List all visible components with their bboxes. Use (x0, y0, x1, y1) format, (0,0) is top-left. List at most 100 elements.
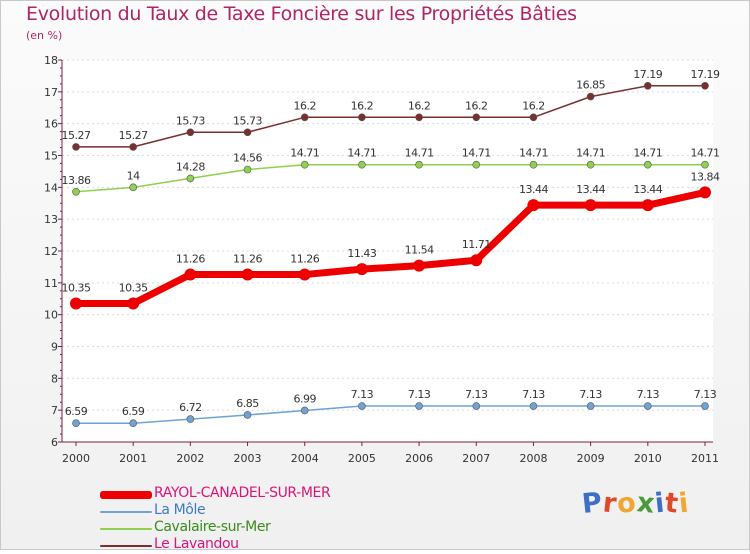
data-label-rayol-canadel-sur-mer: 11.54 (405, 244, 434, 257)
x-tick-label-2005: 2005 (348, 452, 376, 465)
data-point-le-lavandou (186, 128, 195, 137)
data-point-cavalaire-sur-mer (358, 160, 366, 169)
data-point-cavalaire-sur-mer (586, 160, 595, 169)
data-point-cavalaire-sur-mer (243, 165, 252, 174)
series-line-cavalaire-sur-mer (75, 163, 706, 193)
legend-label: Le Lavandou (154, 536, 239, 552)
y-tick-label-13: 13 (44, 213, 58, 226)
data-label-cavalaire-sur-mer: 14.71 (519, 147, 548, 160)
data-label-le-lavandou: 17.19 (633, 68, 662, 81)
data-label-le-lavandou: 15.27 (119, 129, 148, 142)
data-label-cavalaire-sur-mer: 14.71 (576, 147, 605, 160)
data-point-rayol-canadel-sur-mer (127, 297, 140, 310)
data-label-la-m-le: 7.13 (579, 388, 602, 401)
data-label-le-lavandou: 16.2 (465, 99, 488, 112)
x-tick-label-2011: 2011 (691, 452, 719, 465)
series-line-rayol-canadel-sur-mer (72, 188, 709, 308)
data-point-rayol-canadel-sur-mer (641, 199, 654, 212)
data-point-cavalaire-sur-mer (529, 160, 538, 169)
data-point-rayol-canadel-sur-mer (584, 199, 597, 212)
data-label-rayol-canadel-sur-mer: 10.35 (119, 282, 148, 295)
data-point-le-lavandou (129, 143, 137, 151)
data-label-le-lavandou: 16.2 (408, 99, 431, 112)
data-label-rayol-canadel-sur-mer: 13.44 (576, 183, 605, 196)
data-label-le-lavandou: 15.73 (233, 114, 262, 127)
data-point-la-m-le (129, 419, 137, 428)
data-point-cavalaire-sur-mer (129, 183, 137, 192)
data-label-cavalaire-sur-mer: 14.71 (691, 147, 720, 160)
data-point-cavalaire-sur-mer (186, 174, 195, 183)
data-label-le-lavandou: 17.19 (691, 68, 720, 81)
data-point-la-m-le (472, 402, 481, 410)
y-tick-label-15: 15 (44, 150, 58, 163)
legend-label: RAYOL-CANADEL-SUR-MER (154, 485, 331, 501)
data-label-cavalaire-sur-mer: 14.71 (347, 147, 376, 160)
legend-label: La Môle (154, 502, 206, 518)
data-point-la-m-le (701, 402, 709, 410)
data-label-cavalaire-sur-mer: 14.71 (290, 147, 319, 160)
data-point-rayol-canadel-sur-mer (699, 186, 711, 199)
y-tick-label-8: 8 (51, 372, 58, 385)
data-label-rayol-canadel-sur-mer: 10.35 (62, 282, 91, 295)
data-point-la-m-le (358, 402, 366, 410)
data-point-la-m-le (300, 406, 309, 415)
data-point-cavalaire-sur-mer (472, 160, 481, 169)
legend-item: Le Lavandou (100, 536, 420, 554)
x-tick-label-2003: 2003 (234, 452, 262, 465)
x-tick-label-2009: 2009 (577, 452, 605, 465)
data-label-la-m-le: 7.13 (408, 388, 431, 401)
data-label-cavalaire-sur-mer: 13.86 (62, 174, 91, 187)
data-point-la-m-le (243, 411, 252, 419)
brand-letter: i (677, 487, 692, 520)
chart-subtitle: (en %) (26, 29, 63, 42)
data-point-le-lavandou (72, 143, 80, 151)
y-tick-label-14: 14 (44, 181, 58, 194)
data-point-cavalaire-sur-mer (300, 160, 309, 169)
x-tick-label-2010: 2010 (634, 452, 662, 465)
legend-swatch (100, 528, 152, 530)
chart-legend: RAYOL-CANADEL-SUR-MER La Môle Cavalaire-su… (100, 485, 420, 554)
data-label-le-lavandou: 15.27 (62, 129, 91, 142)
y-tick-label-10: 10 (44, 309, 58, 322)
series-line-le-lavandou (75, 85, 706, 148)
data-label-la-m-le: 7.13 (351, 388, 374, 401)
data-point-la-m-le (586, 402, 595, 410)
data-point-le-lavandou (358, 113, 366, 122)
data-label-cavalaire-sur-mer: 14.71 (462, 147, 491, 160)
y-tick-label-12: 12 (44, 245, 58, 258)
legend-item: RAYOL-CANADEL-SUR-MER (100, 485, 420, 503)
data-label-rayol-canadel-sur-mer: 11.43 (347, 247, 376, 260)
y-tick-label-7: 7 (51, 404, 58, 417)
legend-label: Cavalaire-sur-Mer (154, 519, 271, 535)
data-label-cavalaire-sur-mer: 14 (127, 169, 140, 182)
data-point-le-lavandou (529, 113, 538, 122)
data-label-le-lavandou: 16.2 (351, 99, 374, 112)
data-point-le-lavandou (644, 81, 652, 90)
series-line-la-m-le (75, 405, 706, 424)
data-point-rayol-canadel-sur-mer (413, 259, 426, 272)
data-point-le-lavandou (701, 81, 709, 90)
data-point-rayol-canadel-sur-mer (241, 268, 254, 281)
data-point-la-m-le (415, 402, 423, 410)
data-point-cavalaire-sur-mer (72, 187, 80, 196)
x-tick-label-2002: 2002 (176, 452, 204, 465)
y-tick-label-9: 9 (51, 341, 58, 354)
data-point-le-lavandou (415, 113, 423, 122)
data-label-la-m-le: 6.59 (122, 405, 145, 418)
data-point-le-lavandou (300, 113, 309, 122)
data-label-cavalaire-sur-mer: 14.56 (233, 152, 262, 165)
legend-swatch (100, 491, 152, 499)
data-label-la-m-le: 6.85 (236, 397, 259, 410)
data-label-rayol-canadel-sur-mer: 13.84 (691, 170, 720, 183)
legend-item: La Môle (100, 502, 420, 520)
data-label-le-lavandou: 16.2 (293, 99, 316, 112)
chart-title: Evolution du Taux de Taxe Foncière sur l… (26, 3, 577, 25)
legend-swatch (100, 511, 152, 513)
x-tick-label-2004: 2004 (291, 452, 319, 465)
data-label-le-lavandou: 16.2 (522, 99, 545, 112)
legend-swatch (100, 545, 152, 547)
y-tick-label-6: 6 (51, 436, 58, 449)
y-tick-label-11: 11 (44, 277, 58, 290)
data-label-le-lavandou: 15.73 (176, 114, 205, 127)
